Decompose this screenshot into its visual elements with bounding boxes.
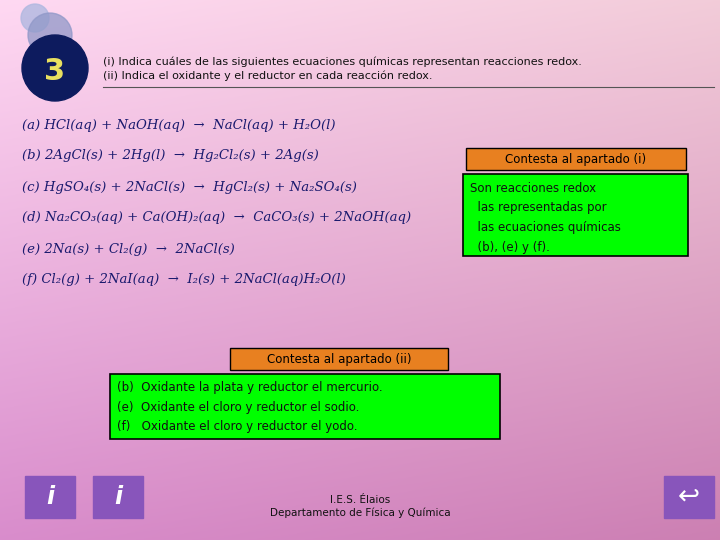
Text: (a) HCl(aq) + NaOH(aq)  →  NaCl(aq) + H₂O(l): (a) HCl(aq) + NaOH(aq) → NaCl(aq) + H₂O(… <box>22 118 336 132</box>
Circle shape <box>22 35 88 101</box>
FancyBboxPatch shape <box>230 348 448 370</box>
Circle shape <box>21 4 49 32</box>
Text: 3: 3 <box>45 57 66 86</box>
Text: (b)  Oxidante la plata y reductor el mercurio.
(e)  Oxidante el cloro y reductor: (b) Oxidante la plata y reductor el merc… <box>117 381 382 433</box>
Circle shape <box>28 13 72 57</box>
Text: (f) Cl₂(g) + 2NaI(aq)  →  I₂(s) + 2NaCl(aq)H₂O(l): (f) Cl₂(g) + 2NaI(aq) → I₂(s) + 2NaCl(aq… <box>22 273 346 287</box>
FancyBboxPatch shape <box>93 476 143 518</box>
Text: (b) 2AgCl(s) + 2Hg(l)  →  Hg₂Cl₂(s) + 2Ag(s): (b) 2AgCl(s) + 2Hg(l) → Hg₂Cl₂(s) + 2Ag(… <box>22 150 319 163</box>
Text: I.E.S. Élaios: I.E.S. Élaios <box>330 495 390 505</box>
Text: (d) Na₂CO₃(aq) + Ca(OH)₂(aq)  →  CaCO₃(s) + 2NaOH(aq): (d) Na₂CO₃(aq) + Ca(OH)₂(aq) → CaCO₃(s) … <box>22 212 411 225</box>
Text: i: i <box>46 485 54 509</box>
Text: Departamento de Física y Química: Departamento de Física y Química <box>270 508 450 518</box>
Text: (i) Indica cuáles de las siguientes ecuaciones químicas representan reacciones r: (i) Indica cuáles de las siguientes ecua… <box>103 57 582 68</box>
Text: Contesta al apartado (i): Contesta al apartado (i) <box>505 152 647 165</box>
FancyBboxPatch shape <box>463 174 688 256</box>
Text: Son reacciones redox
  las representadas por
  las ecuaciones químicas
  (b), (e: Son reacciones redox las representadas p… <box>470 182 621 253</box>
Text: (c) HgSO₄(s) + 2NaCl(s)  →  HgCl₂(s) + Na₂SO₄(s): (c) HgSO₄(s) + 2NaCl(s) → HgCl₂(s) + Na₂… <box>22 180 357 193</box>
Text: i: i <box>114 485 122 509</box>
Text: Contesta al apartado (ii): Contesta al apartado (ii) <box>266 353 411 366</box>
Text: ↩: ↩ <box>678 484 700 510</box>
Text: (ii) Indica el oxidante y el reductor en cada reacción redox.: (ii) Indica el oxidante y el reductor en… <box>103 71 433 81</box>
Text: (e) 2Na(s) + Cl₂(g)  →  2NaCl(s): (e) 2Na(s) + Cl₂(g) → 2NaCl(s) <box>22 242 235 255</box>
FancyBboxPatch shape <box>466 148 686 170</box>
FancyBboxPatch shape <box>664 476 714 518</box>
FancyBboxPatch shape <box>110 374 500 439</box>
FancyBboxPatch shape <box>25 476 75 518</box>
